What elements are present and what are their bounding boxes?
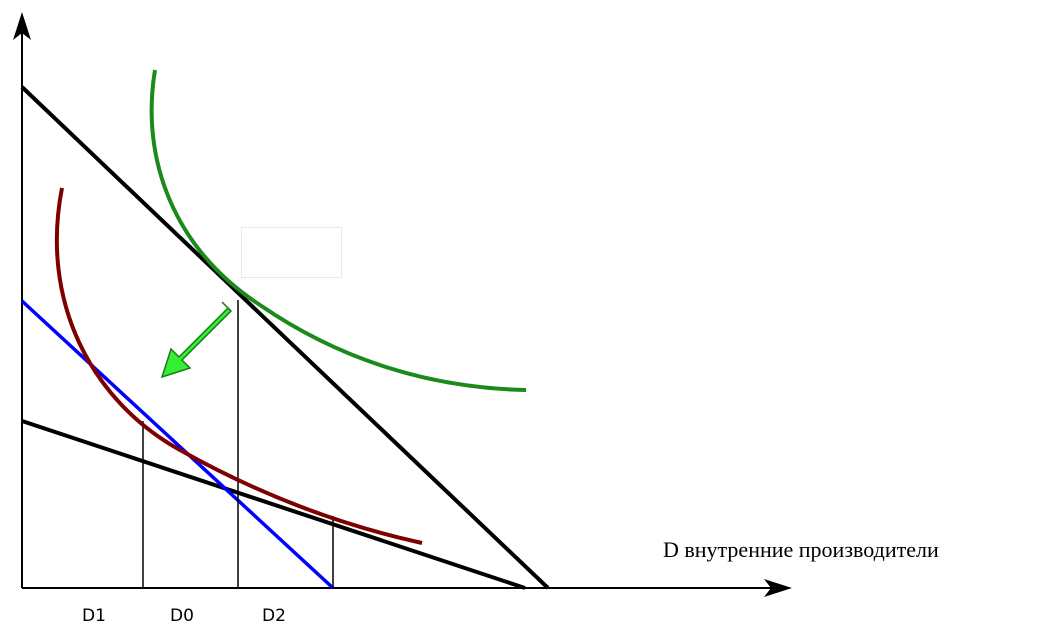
x-axis-arrowhead xyxy=(764,579,792,597)
tick-label-d1: D1 xyxy=(82,606,106,626)
budget-line-shifted xyxy=(20,299,335,590)
shift-arrow-icon xyxy=(160,301,233,379)
tick-label-d2: D2 xyxy=(262,606,286,626)
indifference-curve-high xyxy=(149,69,527,392)
budget-line-high xyxy=(20,85,550,590)
tick-label-d0: D0 xyxy=(170,606,194,626)
budget-line-low xyxy=(21,419,526,590)
empty-text-box xyxy=(241,227,342,278)
x-axis-label: D внутренние производители xyxy=(663,537,939,562)
y-axis-arrowhead xyxy=(13,12,31,40)
indifference-curve-low xyxy=(54,187,423,545)
